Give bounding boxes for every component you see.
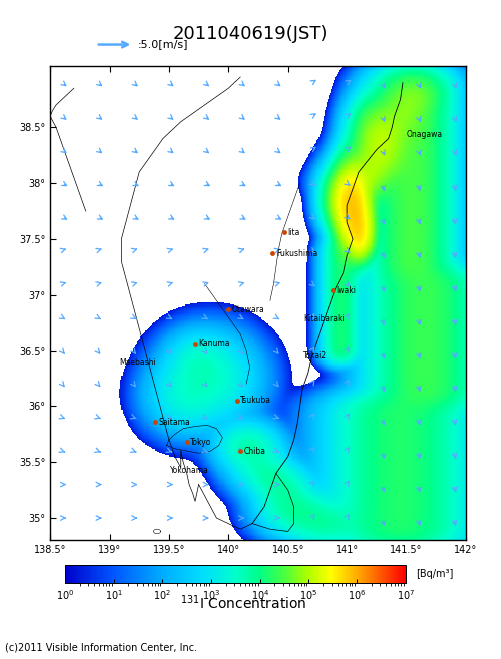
Text: Onagawa: Onagawa bbox=[406, 130, 443, 138]
Text: Otawara: Otawara bbox=[232, 304, 265, 314]
Text: $^{131}$I Concentration: $^{131}$I Concentration bbox=[180, 594, 306, 612]
Text: Tsukuba: Tsukuba bbox=[240, 396, 271, 405]
Text: Kanuma: Kanuma bbox=[198, 339, 230, 349]
Text: Fukushima: Fukushima bbox=[276, 249, 317, 258]
Text: Chiba: Chiba bbox=[244, 447, 266, 455]
Text: Tokyo: Tokyo bbox=[190, 438, 211, 447]
Text: :5.0[m/s]: :5.0[m/s] bbox=[137, 40, 188, 49]
Text: Iita: Iita bbox=[288, 228, 300, 237]
Text: Kitaibaraki: Kitaibaraki bbox=[303, 314, 345, 323]
Text: [Bq/m³]: [Bq/m³] bbox=[416, 569, 453, 579]
Text: 2011040619(JST): 2011040619(JST) bbox=[173, 25, 328, 43]
Text: Saitama: Saitama bbox=[158, 418, 190, 426]
Text: Iwaki: Iwaki bbox=[337, 286, 356, 295]
Text: Yokohama: Yokohama bbox=[170, 465, 209, 474]
Text: Maebashi: Maebashi bbox=[119, 358, 156, 367]
Text: (c)2011 Visible Information Center, Inc.: (c)2011 Visible Information Center, Inc. bbox=[5, 643, 197, 652]
Text: Tokai2: Tokai2 bbox=[303, 351, 327, 360]
